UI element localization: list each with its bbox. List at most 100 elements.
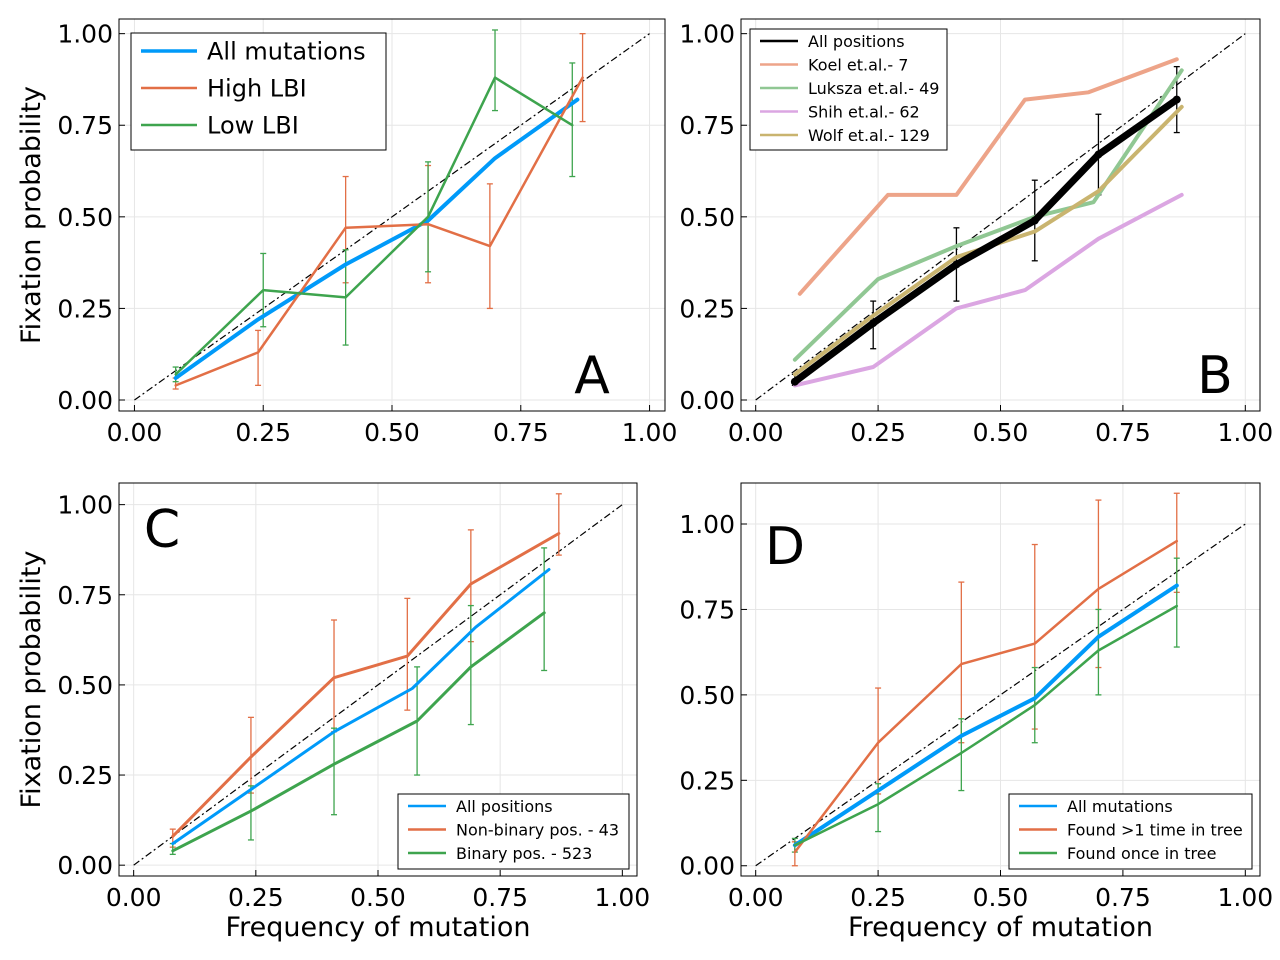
reference-diagonal — [755, 523, 1246, 867]
x-tick-label: 1.00 — [1217, 883, 1273, 912]
panel-c: 0.00 0.25 0.50 0.75 1.00 0.00 0.25 0.50 0.75 1.00… — [16, 482, 651, 943]
legend: All positions Non-binary pos. - 43 Binary … — [397, 793, 630, 870]
data-point — [1030, 216, 1039, 225]
series-line-3 — [174, 76, 574, 376]
legend-label: Binary pos. - 523 — [456, 844, 592, 863]
reference-diagonal — [755, 33, 1246, 401]
series-line-1 — [171, 568, 551, 846]
x-tick-label: 1.00 — [622, 418, 678, 447]
legend-label: All mutations — [207, 38, 366, 66]
y-tick-label: 0.00 — [679, 386, 735, 415]
data-point — [952, 260, 961, 269]
legend: All mutations Found >1 time in tree Found … — [1008, 793, 1253, 870]
x-tick-label: 0.50 — [973, 418, 1029, 447]
legend-label: Wolf et.al.- 129 — [808, 126, 930, 145]
series-line-2 — [797, 57, 1179, 296]
y-tick-label: 0.25 — [679, 766, 735, 795]
legend-label: All mutations — [1067, 797, 1173, 816]
panel-letter: C — [144, 500, 180, 560]
y-tick-label: 0.00 — [57, 386, 113, 415]
y-tick-label: 1.00 — [679, 20, 735, 49]
x-tick-label: 0.25 — [235, 418, 291, 447]
legend-label: All positions — [456, 797, 553, 816]
panel-d: 0.00 0.25 0.50 0.75 1.00 0.00 0.25 0.50 0.75 1.00… — [679, 482, 1273, 943]
x-tick-label: 0.50 — [364, 418, 420, 447]
series-line-2 — [793, 539, 1179, 854]
error-bars-3 — [791, 557, 1180, 853]
series-line-3 — [793, 604, 1179, 847]
x-axis-title: Frequency of mutation — [848, 912, 1153, 943]
series-line-1 — [792, 583, 1179, 848]
x-tick-label: 0.50 — [973, 883, 1029, 912]
x-tick-label: 0.75 — [1095, 418, 1151, 447]
x-tick-label: 0.75 — [472, 883, 528, 912]
y-tick-label: 1.00 — [57, 491, 113, 520]
x-tick-label: 1.00 — [1217, 418, 1273, 447]
panel-letter: D — [765, 517, 805, 577]
panel-b: 0.00 0.25 0.50 0.75 1.00 0.00 0.25 0.50 0.75 1.00… — [679, 18, 1273, 447]
x-tick-label: 0.25 — [228, 883, 284, 912]
data-point — [790, 377, 799, 386]
series-line-3 — [171, 611, 546, 853]
y-tick-label: 0.25 — [57, 294, 113, 323]
legend-label: Non-binary pos. - 43 — [456, 820, 619, 839]
y-tick-label: 0.25 — [57, 761, 113, 790]
x-tick-label: 1.00 — [595, 883, 651, 912]
legend-label: High LBI — [207, 75, 307, 103]
panel-a: 0.00 0.25 0.50 0.75 1.00 0.00 0.25 0.50 0.75 1.00… — [16, 18, 678, 447]
y-axis-title: Fixation probability — [16, 551, 47, 809]
plot-frame — [740, 482, 1261, 877]
legend: All mutations High LBI Low LBI — [130, 32, 387, 151]
y-tick-label: 0.75 — [57, 581, 113, 610]
x-tick-label: 0.00 — [106, 883, 162, 912]
legend-label: Luksza et.al.- 49 — [808, 79, 939, 98]
y-tick-label: 0.25 — [679, 294, 735, 323]
plot-area — [755, 492, 1246, 867]
legend-box — [397, 793, 630, 870]
panel-letter: A — [574, 346, 610, 406]
y-tick-label: 0.50 — [57, 203, 113, 232]
y-tick-label: 0.75 — [57, 111, 113, 140]
x-tick-label: 0.75 — [493, 418, 549, 447]
y-tick-label: 1.00 — [57, 20, 113, 49]
series-line-1 — [791, 96, 1181, 386]
x-tick-label: 0.25 — [850, 883, 906, 912]
series-line-1 — [173, 97, 580, 380]
y-tick-label: 0.50 — [679, 681, 735, 710]
legend-label: All positions — [808, 32, 905, 51]
y-tick-label: 0.00 — [57, 851, 113, 880]
x-tick-label: 0.75 — [1095, 883, 1151, 912]
legend-label: Koel et.al.- 7 — [808, 55, 908, 74]
plot-area — [133, 493, 623, 866]
plot-frame — [118, 482, 638, 877]
series-line-2 — [171, 532, 561, 838]
y-tick-label: 0.50 — [679, 203, 735, 232]
x-tick-label: 0.00 — [107, 418, 163, 447]
legend-label: Low LBI — [207, 112, 299, 140]
legend-label: Found >1 time in tree — [1067, 820, 1243, 839]
y-axis-title: Fixation probability — [16, 86, 47, 344]
x-tick-label: 0.50 — [350, 883, 406, 912]
reference-diagonal — [134, 33, 650, 401]
plot-frame — [740, 18, 1261, 412]
x-tick-label: 0.00 — [728, 883, 784, 912]
legend-box — [749, 28, 948, 151]
y-tick-label: 0.00 — [679, 852, 735, 881]
plot-frame — [118, 18, 666, 412]
y-tick-label: 0.75 — [679, 111, 735, 140]
legend-label: Found once in tree — [1067, 844, 1216, 863]
y-tick-label: 0.50 — [57, 671, 113, 700]
plot-area — [755, 33, 1246, 401]
series-line-2 — [174, 76, 584, 387]
x-axis-title: Frequency of mutation — [226, 912, 531, 943]
x-tick-label: 0.00 — [728, 418, 784, 447]
reference-diagonal — [133, 504, 623, 866]
data-point — [1094, 150, 1103, 159]
data-point — [1172, 95, 1181, 104]
x-tick-label: 0.25 — [850, 418, 906, 447]
legend: All positions Koel et.al.- 7 Luksza et.al.… — [749, 28, 948, 151]
panel-letter: B — [1197, 346, 1233, 406]
plot-area — [134, 29, 650, 401]
y-tick-label: 0.75 — [679, 595, 735, 624]
